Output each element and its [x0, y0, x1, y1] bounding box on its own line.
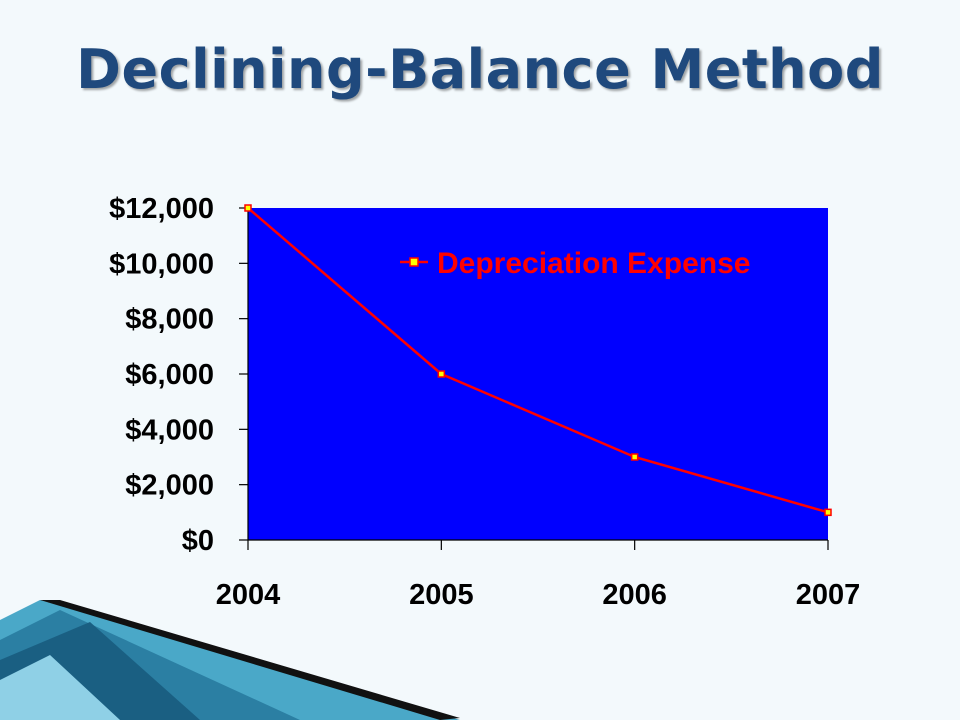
data-point: [244, 204, 252, 212]
y-tick-label: $2,000: [125, 470, 214, 502]
legend-label: Depreciation Expense: [437, 247, 750, 280]
data-point: [630, 453, 639, 461]
series-layer: [244, 204, 832, 517]
y-tick-label: $12,000: [109, 193, 214, 225]
legend: Depreciation Expense: [400, 247, 750, 280]
slide-title: Declining-Balance Method: [76, 38, 884, 101]
series-line: [247, 207, 829, 514]
y-tick-label: $8,000: [125, 304, 214, 336]
x-tick-label: 2005: [409, 579, 474, 611]
legend-marker: [409, 257, 419, 267]
x-tick-label: 2007: [796, 579, 861, 611]
y-tick-label: $6,000: [125, 359, 214, 391]
y-tick-label: $0: [182, 525, 214, 557]
x-tick-label: 2004: [216, 579, 281, 611]
corner-decoration: [0, 600, 460, 720]
data-point: [437, 370, 446, 378]
y-tick-label: $10,000: [109, 248, 214, 280]
data-point: [824, 508, 832, 517]
x-tick-label: 2006: [602, 579, 667, 611]
y-tick-label: $4,000: [125, 414, 214, 446]
axes: $0 $2,000 $4,000 $6,000 $8,000 $10,000 $12,000…: [109, 193, 860, 611]
